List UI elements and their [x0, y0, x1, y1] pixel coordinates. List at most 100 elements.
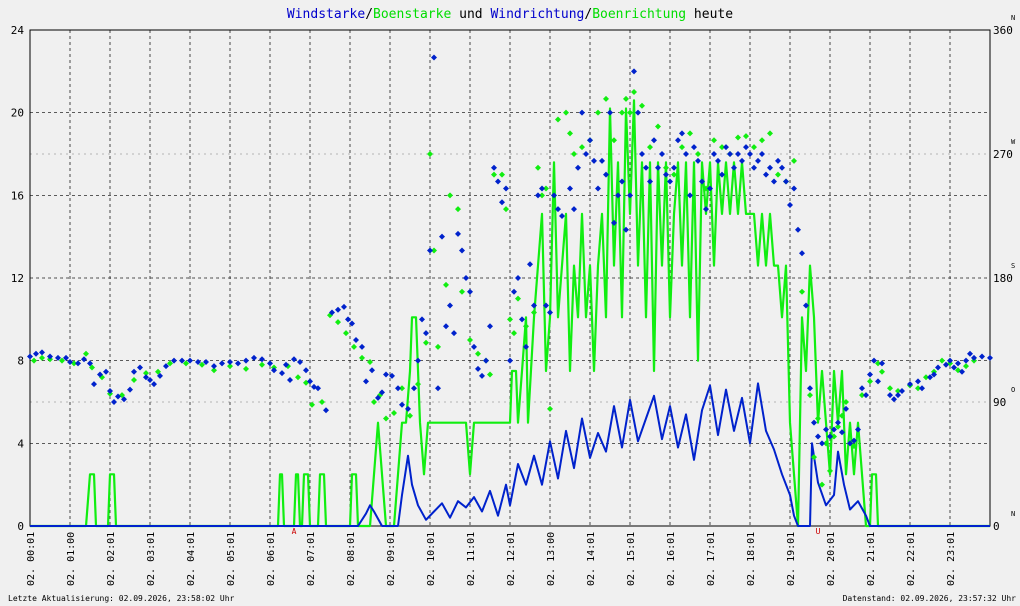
direction-point [83, 350, 89, 357]
direction-point [495, 178, 501, 185]
x-tick-label: 02. 01:00 [66, 532, 77, 586]
title-part: Windrichtung [490, 7, 584, 22]
direction-point [353, 337, 359, 343]
direction-point [211, 367, 217, 374]
direction-point [503, 185, 509, 192]
direction-point [963, 363, 969, 370]
x-tick-label: 02. 22:01 [906, 532, 917, 586]
direction-point [107, 387, 113, 394]
direction-point [81, 356, 87, 363]
direction-point [167, 360, 173, 367]
direction-point [827, 433, 833, 440]
direction-point [951, 364, 957, 371]
direction-point [955, 360, 961, 367]
direction-point [435, 385, 441, 392]
direction-point [287, 376, 293, 383]
direction-point [719, 171, 725, 178]
axes [29, 29, 991, 527]
direction-point [295, 374, 301, 381]
direction-point [607, 109, 613, 116]
direction-point [743, 144, 749, 151]
direction-point [399, 401, 405, 408]
direction-point [111, 399, 117, 405]
direction-point [895, 392, 901, 399]
direction-point [611, 137, 617, 144]
direction-point [923, 374, 929, 381]
wind-direction-series [27, 54, 993, 447]
direction-point [155, 368, 161, 375]
direction-point [639, 151, 645, 157]
direction-point [487, 371, 493, 378]
direction-point [723, 144, 729, 151]
y-right-tick-label: 180 [993, 272, 1013, 285]
y-right-tick-label: 360 [993, 24, 1013, 37]
direction-point [571, 151, 577, 157]
compass-label: N [1011, 510, 1015, 518]
direction-point [483, 357, 489, 364]
direction-point [651, 137, 657, 144]
direction-point [559, 213, 565, 219]
compass-label: O [1011, 386, 1015, 394]
x-tick-label: 02. 15:01 [626, 532, 637, 586]
direction-point [591, 157, 597, 164]
sun-marker-label: U [816, 527, 821, 536]
direction-point [491, 164, 497, 171]
direction-point [383, 415, 389, 422]
direction-point [871, 357, 877, 364]
y-left-tick-label: 16 [11, 189, 24, 202]
direction-point [199, 361, 205, 368]
direction-point [855, 426, 861, 433]
direction-point [375, 394, 381, 401]
direction-point [959, 368, 965, 375]
direction-point [839, 412, 845, 419]
direction-point [97, 371, 103, 378]
direction-point [431, 247, 437, 254]
x-tick-label: 02. 03:01 [146, 532, 157, 586]
direction-point [267, 360, 273, 367]
x-tick-label: 02. 05:01 [226, 532, 237, 586]
y-left-tick-label: 20 [11, 107, 24, 120]
direction-point [127, 386, 133, 393]
direction-point [595, 185, 601, 192]
direction-point [499, 171, 505, 178]
direction-point [767, 130, 773, 137]
direction-point [915, 385, 921, 392]
direction-point [435, 343, 441, 350]
direction-point [551, 192, 557, 199]
direction-point [811, 454, 817, 461]
x-tick-label: 02. 08:01 [346, 532, 357, 586]
direction-point [535, 164, 541, 171]
direction-point [447, 302, 453, 309]
direction-point [349, 320, 355, 327]
direction-point [471, 343, 477, 350]
direction-point [511, 330, 517, 337]
direction-point [887, 392, 893, 399]
direction-point [539, 185, 545, 192]
direction-point [479, 372, 485, 379]
direction-point [279, 370, 285, 377]
direction-point [163, 363, 169, 370]
direction-point [507, 357, 513, 364]
direction-point [227, 359, 233, 366]
direction-point [291, 356, 297, 363]
direction-point [827, 467, 833, 474]
direction-point [791, 185, 797, 192]
direction-point [555, 206, 561, 213]
footer-last-update: Letzte Aktualisierung: 02.09.2026, 23:58… [8, 594, 235, 603]
direction-point [499, 199, 505, 206]
direction-point [39, 354, 45, 361]
direction-point [859, 392, 865, 399]
direction-point [751, 144, 757, 151]
direction-point [103, 368, 109, 375]
direction-point [157, 372, 163, 379]
direction-point [423, 330, 429, 337]
direction-point [195, 359, 201, 366]
direction-point [251, 354, 257, 361]
gust-speed-series [30, 99, 990, 528]
compass-label: W [1011, 138, 1016, 146]
direction-point [475, 365, 481, 372]
direction-point [767, 164, 773, 171]
direction-point [137, 364, 143, 371]
direction-point [703, 185, 709, 192]
